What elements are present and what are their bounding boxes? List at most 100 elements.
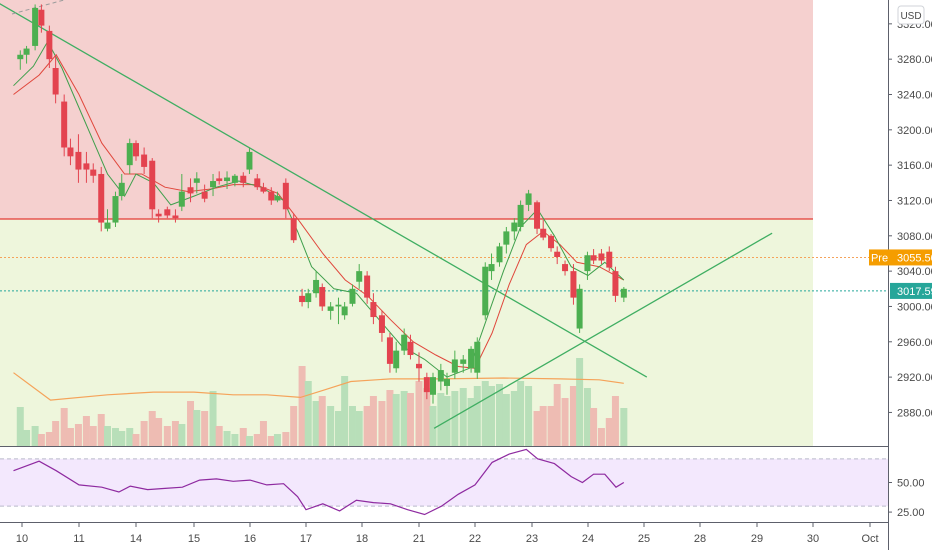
volume-bar xyxy=(37,434,45,446)
volume-bar xyxy=(473,386,481,446)
volume-bar xyxy=(334,411,342,446)
volume-bar xyxy=(620,408,628,446)
candle-body xyxy=(584,255,591,272)
volume-bar xyxy=(415,381,423,446)
candle xyxy=(290,213,297,243)
volume-bar xyxy=(178,424,186,446)
candle-body xyxy=(451,359,458,373)
time-tick-label: 25 xyxy=(638,533,650,545)
volume-bar xyxy=(126,428,134,446)
candle xyxy=(540,219,547,241)
volume-bar xyxy=(517,381,525,446)
candle-body xyxy=(201,191,208,199)
price-tick-label: 3120.00 xyxy=(897,195,932,207)
candle-body xyxy=(460,359,467,364)
volume-bar xyxy=(239,428,247,446)
candle-body xyxy=(231,175,238,183)
volume-bar xyxy=(569,386,577,446)
price-axis-bg xyxy=(888,0,932,550)
volume-bar xyxy=(253,434,261,446)
volume-bar xyxy=(60,408,68,446)
candle-body xyxy=(534,202,541,229)
volume-bar xyxy=(298,366,306,446)
volume-bar xyxy=(273,434,281,446)
volume-bar xyxy=(553,384,561,446)
candle xyxy=(240,172,247,188)
volume-bar xyxy=(74,424,82,446)
price-tick-label: 2920.00 xyxy=(897,372,932,384)
candle xyxy=(32,4,39,51)
volume-bar xyxy=(488,386,496,446)
candle-body xyxy=(75,151,82,170)
candle xyxy=(444,372,450,395)
volume-bar xyxy=(605,418,613,446)
candle-body xyxy=(290,218,297,241)
volume-bar xyxy=(510,391,518,446)
volume-bar xyxy=(89,426,97,446)
candle-body xyxy=(23,48,30,55)
candle-body xyxy=(210,181,217,188)
candle xyxy=(393,341,400,373)
candle xyxy=(598,249,605,265)
candle xyxy=(46,25,53,69)
volume-bar xyxy=(259,421,267,446)
candle xyxy=(172,209,179,223)
candle xyxy=(274,191,281,203)
volume-bar xyxy=(386,390,394,446)
candlesticks xyxy=(17,4,627,404)
volume-bar xyxy=(437,393,445,446)
candle-body xyxy=(118,182,125,197)
candle-body xyxy=(356,271,363,282)
candle-body xyxy=(104,222,111,229)
candle xyxy=(268,187,275,205)
volume-bar xyxy=(66,428,74,446)
volume-bar xyxy=(245,436,253,446)
rsi-tick-label: 25.00 xyxy=(897,507,925,519)
volume-bar xyxy=(111,428,119,446)
candle-body xyxy=(268,191,275,201)
volume-bar xyxy=(533,411,541,446)
candle-body xyxy=(612,271,619,296)
candle-body xyxy=(378,315,385,333)
candle-body xyxy=(540,228,547,238)
candle xyxy=(606,246,613,272)
volume-bar xyxy=(369,396,377,446)
volume-bar xyxy=(215,426,223,446)
candle xyxy=(407,334,414,360)
candle xyxy=(75,134,82,183)
candle-body xyxy=(327,306,334,311)
volume-bar xyxy=(539,406,547,446)
candle xyxy=(104,209,111,232)
candle xyxy=(83,151,90,183)
candle xyxy=(590,249,597,265)
volume-bar xyxy=(23,430,31,446)
candle xyxy=(319,283,326,311)
candle xyxy=(90,163,97,183)
time-tick-label: 15 xyxy=(188,533,200,545)
candle-body xyxy=(437,370,444,382)
candle xyxy=(98,166,105,232)
candle xyxy=(335,297,342,325)
volume-bar xyxy=(223,431,231,446)
candle-body xyxy=(525,193,532,205)
candle-body xyxy=(61,101,68,148)
volume-bar xyxy=(429,406,437,446)
candle-body xyxy=(67,147,74,157)
candle-body xyxy=(319,287,326,307)
candle xyxy=(313,271,320,298)
candle-body xyxy=(83,163,90,170)
candle-body xyxy=(370,302,377,318)
candle-body xyxy=(576,288,583,329)
currency-selector[interactable]: USD xyxy=(897,5,925,25)
price-tick-label: 3160.00 xyxy=(897,160,932,172)
candle-body xyxy=(224,177,231,182)
candle xyxy=(112,191,119,227)
candle xyxy=(126,138,133,174)
volume-bar xyxy=(132,434,140,446)
pre-market-tag xyxy=(869,249,890,266)
candle xyxy=(554,246,561,265)
last-price-badge xyxy=(890,282,932,299)
volume-bar xyxy=(187,401,195,446)
candle-body xyxy=(488,264,495,272)
